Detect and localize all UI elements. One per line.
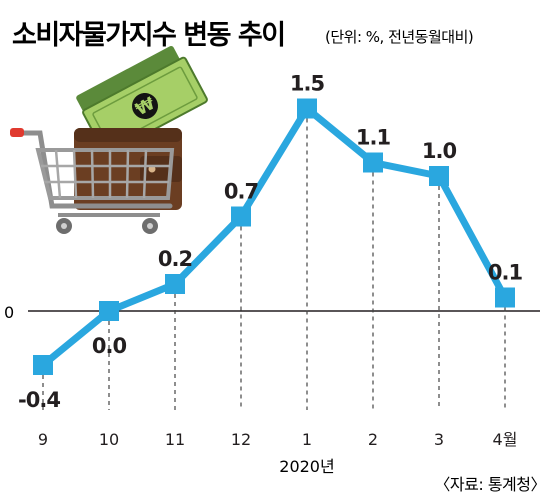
data-point-3 [231, 206, 251, 227]
value-label-1: 0.0 [92, 334, 127, 358]
data-point-0 [33, 355, 53, 375]
data-point-6 [429, 166, 449, 186]
x-tick-label-7: 4월 [493, 430, 518, 449]
x-tick-label-3: 12 [231, 430, 251, 449]
x-tick-label-5: 2 [368, 430, 378, 449]
value-label-5: 1.1 [356, 126, 391, 150]
value-label-7: 0.1 [488, 261, 523, 285]
value-label-2: 0.2 [158, 247, 192, 271]
source-note: 〈자료: 통계청〉 [434, 475, 546, 494]
x-tick-label-1: 10 [99, 430, 119, 449]
x-tick-label-2: 11 [165, 430, 185, 449]
unit-note: (단위: %, 전년동월대비) [325, 28, 473, 46]
x-tick-label-0: 9 [38, 430, 48, 449]
x-tick-label-4: 1 [302, 430, 312, 449]
value-label-0: -0.4 [18, 388, 60, 412]
data-point-4 [297, 98, 317, 119]
shopping-cart-illustration: ₩ [10, 46, 208, 234]
year-label: 2020년 [279, 457, 334, 476]
data-point-2 [165, 274, 185, 294]
value-label-6: 1.0 [422, 139, 457, 163]
data-point-5 [363, 152, 383, 173]
data-point-7 [495, 287, 515, 308]
zero-label: 0 [4, 303, 14, 322]
chart-title: 소비자물가지수 변동 추이 [12, 20, 285, 51]
series-line [40, 105, 509, 368]
value-label-3: 0.7 [224, 180, 258, 204]
x-tick-label-6: 3 [434, 430, 444, 449]
data-point-1 [99, 301, 119, 321]
value-label-4: 1.5 [290, 72, 325, 96]
